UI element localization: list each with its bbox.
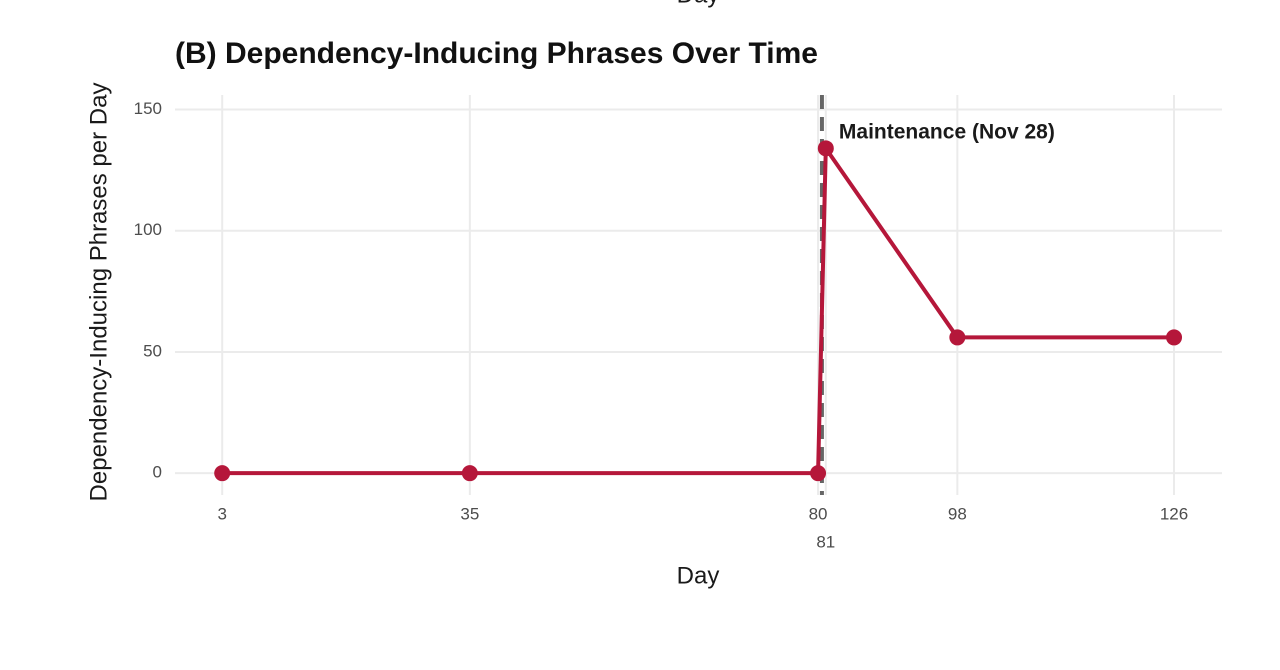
x-tick-label: 81 (816, 532, 835, 551)
y-axis-label: Dependency-Inducing Phrases per Day (85, 83, 112, 502)
chart-title: (B) Dependency-Inducing Phrases Over Tim… (175, 37, 818, 70)
x-tick-label: 35 (460, 504, 479, 523)
data-point (810, 465, 827, 482)
x-axis-label: Day (677, 562, 720, 589)
data-point (214, 465, 231, 482)
x-tick-label: 126 (1160, 504, 1188, 523)
y-tick-label: 100 (134, 220, 162, 239)
data-line (222, 146, 1175, 476)
y-tick-label: 0 (153, 463, 162, 482)
cropped-axis-label: Day (677, 0, 720, 8)
x-tick-label: 80 (809, 504, 828, 523)
x-tick-label: 3 (217, 504, 226, 523)
x-tick-label: 98 (948, 504, 967, 523)
data-point (817, 140, 834, 157)
data-point (461, 465, 478, 482)
y-tick-label: 150 (134, 99, 162, 118)
annotation: Maintenance (Nov 28) (839, 121, 1055, 144)
y-tick-label: 50 (143, 341, 162, 360)
data-point (1166, 329, 1183, 346)
data-point (949, 329, 966, 346)
